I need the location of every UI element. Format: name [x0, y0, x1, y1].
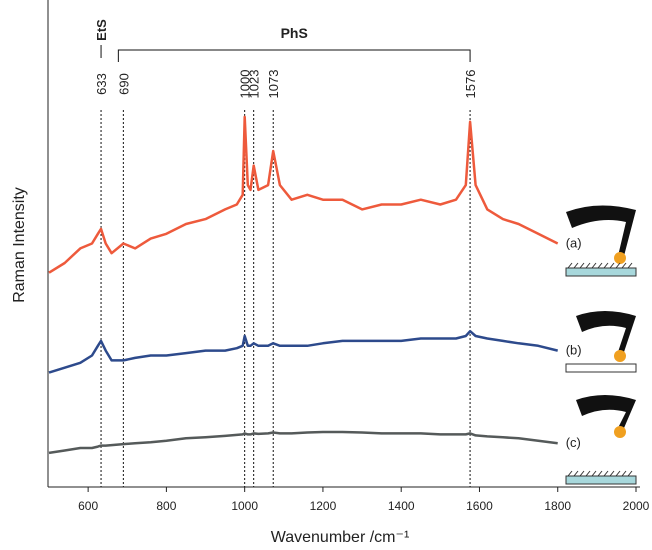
ets-label: EtS — [94, 19, 109, 41]
peak-label: 1576 — [463, 70, 478, 99]
spectrum-line — [48, 329, 558, 374]
peak-label: 1023 — [247, 70, 262, 99]
probe-a — [565, 205, 637, 277]
peak-label: 633 — [94, 73, 109, 95]
x-tick-label: 1000 — [231, 499, 258, 513]
x-tick-label: 1400 — [388, 499, 415, 513]
spectrum-line — [48, 115, 559, 274]
peak-label: 1073 — [266, 70, 281, 99]
phs-label: PhS — [281, 25, 308, 41]
series-label: (c) — [566, 435, 581, 450]
x-tick-label: 1200 — [310, 499, 337, 513]
phs-bracket — [117, 49, 471, 62]
peak-label: 1000 — [238, 70, 253, 99]
probe-c — [565, 395, 637, 485]
x-tick-label: 800 — [156, 499, 176, 513]
peak-label: 690 — [116, 73, 131, 95]
x-tick-label: 1600 — [466, 499, 493, 513]
x-tick-label: 1800 — [544, 499, 571, 513]
series-label: (b) — [566, 343, 582, 358]
probe-b — [565, 311, 637, 373]
x-tick-label: 2000 — [623, 499, 650, 513]
x-axis-label: Wavenumber /cm⁻¹ — [271, 529, 410, 546]
y-axis-label: Raman Intensity — [11, 187, 28, 303]
x-tick-label: 600 — [78, 499, 98, 513]
probe-icons — [565, 205, 637, 485]
spectrum-line — [48, 430, 558, 455]
series-label: (a) — [566, 236, 582, 251]
